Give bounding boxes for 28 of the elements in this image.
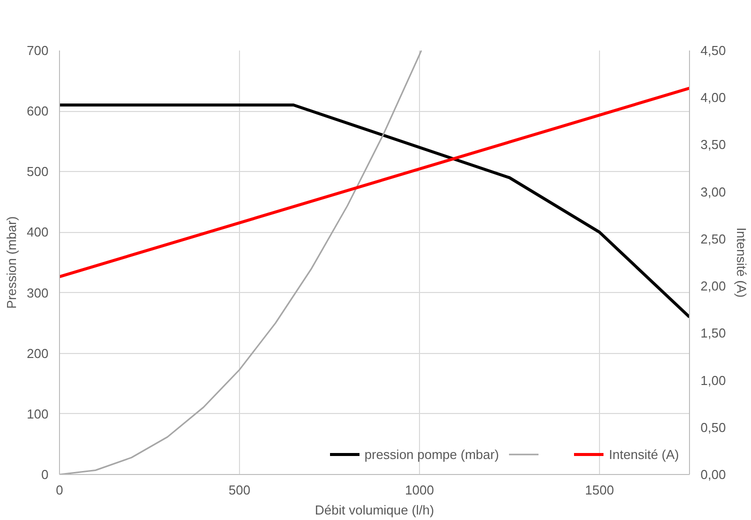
x-tick-label: 500 (228, 482, 250, 498)
y2-tick-label: 3,50 (700, 137, 726, 152)
y2-tick-label: 2,50 (700, 231, 726, 246)
line-series (60, 104, 690, 319)
y2-tick-label: 4,00 (700, 90, 726, 106)
y-tick-label: 600 (26, 104, 49, 119)
y-axis-title: Pression (mbar) (4, 216, 19, 309)
y2-tick-label: 2,00 (700, 278, 726, 294)
y2-tick-label: 0,00 (700, 467, 726, 482)
y-tick-label: 300 (26, 285, 49, 300)
y2-tick-label: 4,50 (700, 43, 726, 58)
x-tick-label: 1500 (585, 482, 614, 498)
x-tick-label: 0 (56, 482, 64, 498)
y2-tick-label: 1,00 (700, 372, 726, 388)
y-tick-label: 100 (26, 406, 49, 422)
y-tick-label: 500 (26, 164, 49, 180)
y-tick-label: 700 (26, 43, 49, 58)
y2-tick-label: 1,50 (700, 326, 726, 341)
x-axis-title: Débit volumique (l/h) (314, 502, 434, 518)
y-tick-label: 400 (26, 224, 49, 240)
legend-label: Intensité (A) (608, 446, 679, 462)
x-tick-label: 1000 (405, 482, 434, 498)
y-tick-label: 0 (41, 467, 49, 482)
y-tick-label: 200 (26, 346, 49, 361)
legend-label: pression pompe (mbar) (364, 446, 499, 462)
y2-tick-label: 3,00 (700, 184, 726, 200)
y2-axis-title: Intensité (A) (734, 227, 749, 298)
y2-tick-label: 0,50 (700, 420, 726, 435)
